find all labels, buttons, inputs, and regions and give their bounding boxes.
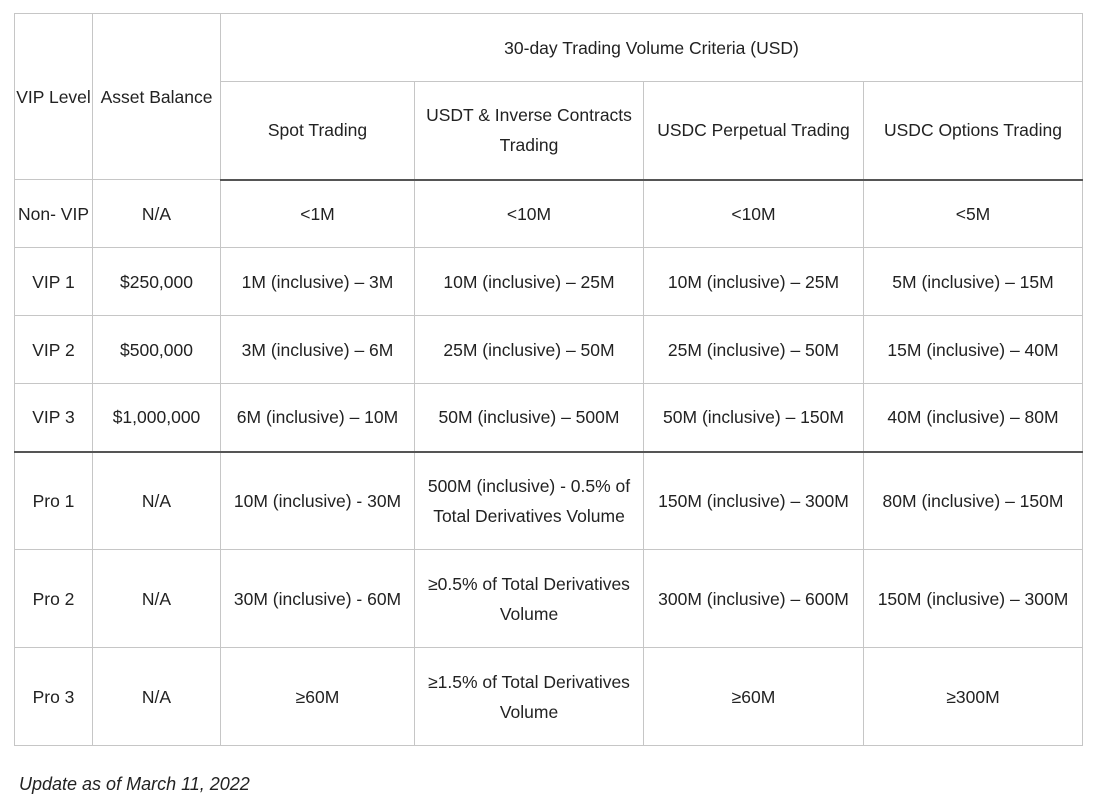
cell-perp: 50M (inclusive) – 150M <box>643 383 864 453</box>
cell-level: VIP 2 <box>14 315 93 384</box>
cell-level: VIP 1 <box>14 247 93 316</box>
vip-tier-table: VIP Level Asset Balance 30-day Trading V… <box>14 13 1084 746</box>
cell-options: 150M (inclusive) – 300M <box>862 549 1084 648</box>
cell-perp: <10M <box>643 179 864 248</box>
cell-balance: N/A <box>92 647 221 746</box>
header-vip-level: VIP Level <box>14 13 93 180</box>
header-asset-balance: Asset Balance <box>92 13 221 180</box>
cell-spot: 1M (inclusive) – 3M <box>220 247 415 316</box>
cell-perp: 300M (inclusive) – 600M <box>643 549 864 648</box>
cell-options: ≥300M <box>862 647 1084 746</box>
cell-perp: 10M (inclusive) – 25M <box>643 247 864 316</box>
header-spot-trading: Spot Trading <box>220 81 415 181</box>
cell-level: Pro 3 <box>14 647 93 746</box>
cell-spot: 30M (inclusive) - 60M <box>220 549 415 648</box>
header-usdc-perpetual-trading: USDC Perpetual Trading <box>643 81 864 181</box>
cell-level: VIP 3 <box>14 383 93 453</box>
cell-spot: 10M (inclusive) - 30M <box>220 451 415 550</box>
cell-balance: $500,000 <box>92 315 221 384</box>
cell-spot: 3M (inclusive) – 6M <box>220 315 415 384</box>
cell-options: 5M (inclusive) – 15M <box>862 247 1084 316</box>
cell-balance: N/A <box>92 179 221 248</box>
cell-usdt: 25M (inclusive) – 50M <box>414 315 644 384</box>
cell-spot: <1M <box>220 179 415 248</box>
cell-spot: 6M (inclusive) – 10M <box>220 383 415 453</box>
cell-usdt: 500M (inclusive) - 0.5% of Total Derivat… <box>414 451 644 550</box>
cell-usdt: ≥1.5% of Total Derivatives Volume <box>414 647 644 746</box>
cell-perp: 25M (inclusive) – 50M <box>643 315 864 384</box>
table-row: Pro 3 N/A ≥60M ≥1.5% of Total Derivative… <box>14 647 1084 746</box>
cell-level: Pro 1 <box>14 451 93 550</box>
cell-options: 40M (inclusive) – 80M <box>862 383 1084 453</box>
cell-perp: ≥60M <box>643 647 864 746</box>
cell-options: 15M (inclusive) – 40M <box>862 315 1084 384</box>
header-usdc-options-trading: USDC Options Trading <box>862 81 1084 181</box>
table-row: Pro 1 N/A 10M (inclusive) - 30M 500M (in… <box>14 451 1084 550</box>
cell-balance: N/A <box>92 451 221 550</box>
update-footnote: Update as of March 11, 2022 <box>19 774 250 794</box>
header-usdt-inverse-trading: USDT & Inverse Contracts Trading <box>414 81 644 181</box>
table-row: Non- VIP N/A <1M <10M <10M <5M <box>14 179 1084 248</box>
cell-usdt: 10M (inclusive) – 25M <box>414 247 644 316</box>
cell-perp: 150M (inclusive) – 300M <box>643 451 864 550</box>
cell-balance: N/A <box>92 549 221 648</box>
cell-level: Non- VIP <box>14 179 93 248</box>
table-row: VIP 3 $1,000,000 6M (inclusive) – 10M 50… <box>14 383 1084 453</box>
cell-options: <5M <box>862 179 1084 248</box>
header-trading-volume-criteria: 30-day Trading Volume Criteria (USD) <box>219 13 1084 82</box>
table-row: VIP 2 $500,000 3M (inclusive) – 6M 25M (… <box>14 315 1084 384</box>
cell-usdt: 50M (inclusive) – 500M <box>414 383 644 453</box>
table-row: Pro 2 N/A 30M (inclusive) - 60M ≥0.5% of… <box>14 549 1084 648</box>
header-row-2: Spot Trading USDT & Inverse Contracts Tr… <box>15 81 1084 181</box>
cell-usdt: ≥0.5% of Total Derivatives Volume <box>414 549 644 648</box>
cell-balance: $1,000,000 <box>92 383 221 453</box>
cell-level: Pro 2 <box>14 549 93 648</box>
cell-usdt: <10M <box>414 179 644 248</box>
header-row-1: VIP Level Asset Balance 30-day Trading V… <box>14 13 1084 180</box>
cell-spot: ≥60M <box>220 647 415 746</box>
cell-balance: $250,000 <box>92 247 221 316</box>
table-row: VIP 1 $250,000 1M (inclusive) – 3M 10M (… <box>14 247 1084 316</box>
cell-options: 80M (inclusive) – 150M <box>862 451 1084 550</box>
